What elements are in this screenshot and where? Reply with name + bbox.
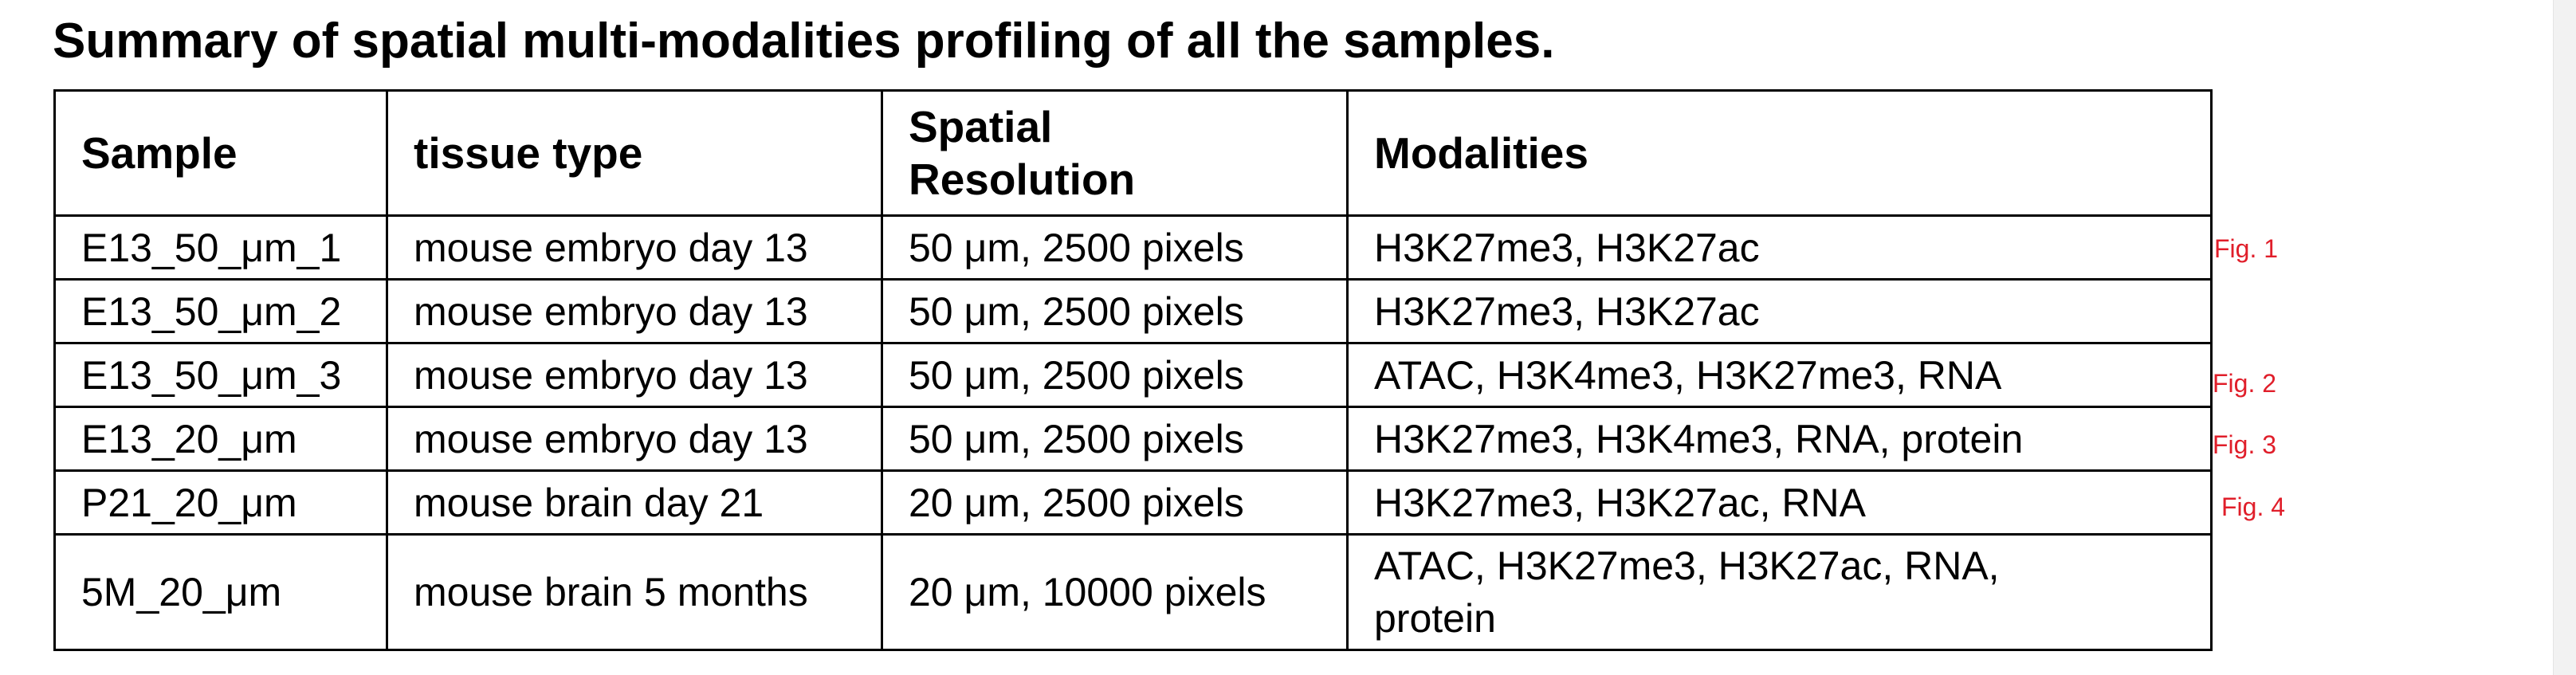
cell-sample: E13_20_μm <box>53 406 388 472</box>
cell-modalities: H3K27me3, H3K27ac, RNA <box>1346 469 2213 536</box>
cell-modalities: H3K27me3, H3K27ac <box>1346 278 2213 344</box>
table-row: E13_50_μm_2 mouse embryo day 13 50 μm, 2… <box>53 278 2213 344</box>
cell-modalities: ATAC, H3K4me3, H3K27me3, RNA <box>1346 342 2213 408</box>
table-header-row: Sample tissue type Spatial Resolution Mo… <box>53 89 2213 217</box>
fig-1-annotation: Fig. 1 <box>2214 234 2279 263</box>
cell-tissue-type: mouse embryo day 13 <box>386 342 883 408</box>
header-tissue-type: tissue type <box>386 89 883 217</box>
cell-tissue-type: mouse embryo day 13 <box>386 406 883 472</box>
cell-resolution: 50 μm, 2500 pixels <box>881 278 1349 344</box>
fig-2-annotation: Fig. 2 <box>2213 369 2277 398</box>
table-row: P21_20_μm mouse brain day 21 20 μm, 2500… <box>53 469 2213 536</box>
summary-table: Sample tissue type Spatial Resolution Mo… <box>53 89 2213 651</box>
cell-modalities: H3K27me3, H3K4me3, RNA, protein <box>1346 406 2213 472</box>
cell-sample: 5M_20_μm <box>53 533 388 651</box>
table-row: E13_50_μm_3 mouse embryo day 13 50 μm, 2… <box>53 342 2213 408</box>
fig-3-annotation: Fig. 3 <box>2213 430 2277 459</box>
cell-modalities: ATAC, H3K27me3, H3K27ac, RNA, protein <box>1346 533 2213 651</box>
cell-tissue-type: mouse brain 5 months <box>386 533 883 651</box>
cell-tissue-type: mouse embryo day 13 <box>386 278 883 344</box>
table-row: 5M_20_μm mouse brain 5 months 20 μm, 100… <box>53 533 2213 651</box>
cell-resolution: 50 μm, 2500 pixels <box>881 406 1349 472</box>
right-margin-strip <box>2553 0 2576 675</box>
cell-sample: P21_20_μm <box>53 469 388 536</box>
cell-sample: E13_50_μm_1 <box>53 214 388 281</box>
cell-resolution: 50 μm, 2500 pixels <box>881 342 1349 408</box>
table-row: E13_50_μm_1 mouse embryo day 13 50 μm, 2… <box>53 214 2213 281</box>
table-row: E13_20_μm mouse embryo day 13 50 μm, 250… <box>53 406 2213 472</box>
cell-resolution: 50 μm, 2500 pixels <box>881 214 1349 281</box>
cell-resolution: 20 μm, 10000 pixels <box>881 533 1349 651</box>
cell-tissue-type: mouse brain day 21 <box>386 469 883 536</box>
cell-resolution: 20 μm, 2500 pixels <box>881 469 1349 536</box>
fig-4-annotation: Fig. 4 <box>2221 493 2286 521</box>
document-title: Summary of spatial multi-modalities prof… <box>53 14 1555 69</box>
header-sample: Sample <box>53 89 388 217</box>
cell-sample: E13_50_μm_3 <box>53 342 388 408</box>
cell-modalities: H3K27me3, H3K27ac <box>1346 214 2213 281</box>
header-spatial-resolution: Spatial Resolution <box>881 89 1349 217</box>
header-modalities: Modalities <box>1346 89 2213 217</box>
cell-sample: E13_50_μm_2 <box>53 278 388 344</box>
cell-tissue-type: mouse embryo day 13 <box>386 214 883 281</box>
